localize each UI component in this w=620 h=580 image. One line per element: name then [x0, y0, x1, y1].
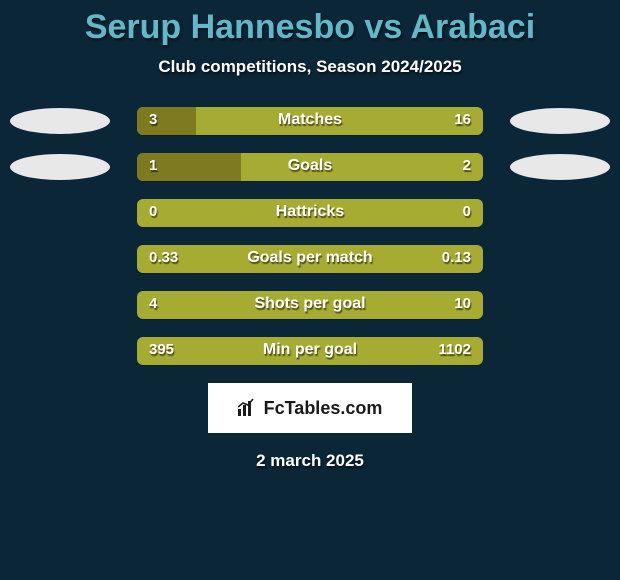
- stat-row: 0.33Goals per match0.13: [0, 245, 620, 273]
- page-title: Serup Hannesbo vs Arabaci: [0, 8, 620, 47]
- stat-row: 395Min per goal1102: [0, 337, 620, 365]
- stat-value-right: 16: [454, 111, 471, 128]
- comparison-card: Serup Hannesbo vs Arabaci Club competiti…: [0, 0, 620, 580]
- stat-label: Goals: [137, 157, 483, 175]
- stat-row: 1Goals2: [0, 153, 620, 181]
- stat-value-right: 1102: [438, 341, 471, 358]
- bar-track: 0Hattricks0: [137, 199, 483, 227]
- bar-track: 3Matches16: [137, 107, 483, 135]
- bar-track: 395Min per goal1102: [137, 337, 483, 365]
- crest-right: [510, 108, 610, 134]
- stat-value-right: 2: [463, 157, 471, 174]
- brand-text: FcTables.com: [264, 398, 383, 419]
- bar-track: 1Goals2: [137, 153, 483, 181]
- stat-value-right: 0.13: [442, 249, 471, 266]
- stat-value-right: 10: [454, 295, 471, 312]
- brand-icon: [238, 398, 258, 419]
- stat-label: Matches: [137, 111, 483, 129]
- date-text: 2 march 2025: [0, 451, 620, 471]
- stat-label: Hattricks: [137, 203, 483, 221]
- brand-badge: FcTables.com: [208, 383, 412, 433]
- bar-track: 0.33Goals per match0.13: [137, 245, 483, 273]
- stat-label: Goals per match: [137, 249, 483, 267]
- stats-container: 3Matches16 1Goals2 0Hattricks0 0.33Goals pe…: [0, 107, 620, 365]
- subtitle: Club competitions, Season 2024/2025: [0, 57, 620, 77]
- stat-row: 0Hattricks0: [0, 199, 620, 227]
- crest-left: [10, 108, 110, 134]
- stat-label: Min per goal: [137, 341, 483, 359]
- stat-value-right: 0: [463, 203, 471, 220]
- crest-left: [10, 154, 110, 180]
- crest-right: [510, 154, 610, 180]
- stat-row: 4Shots per goal10: [0, 291, 620, 319]
- stat-label: Shots per goal: [137, 295, 483, 313]
- bar-track: 4Shots per goal10: [137, 291, 483, 319]
- stat-row: 3Matches16: [0, 107, 620, 135]
